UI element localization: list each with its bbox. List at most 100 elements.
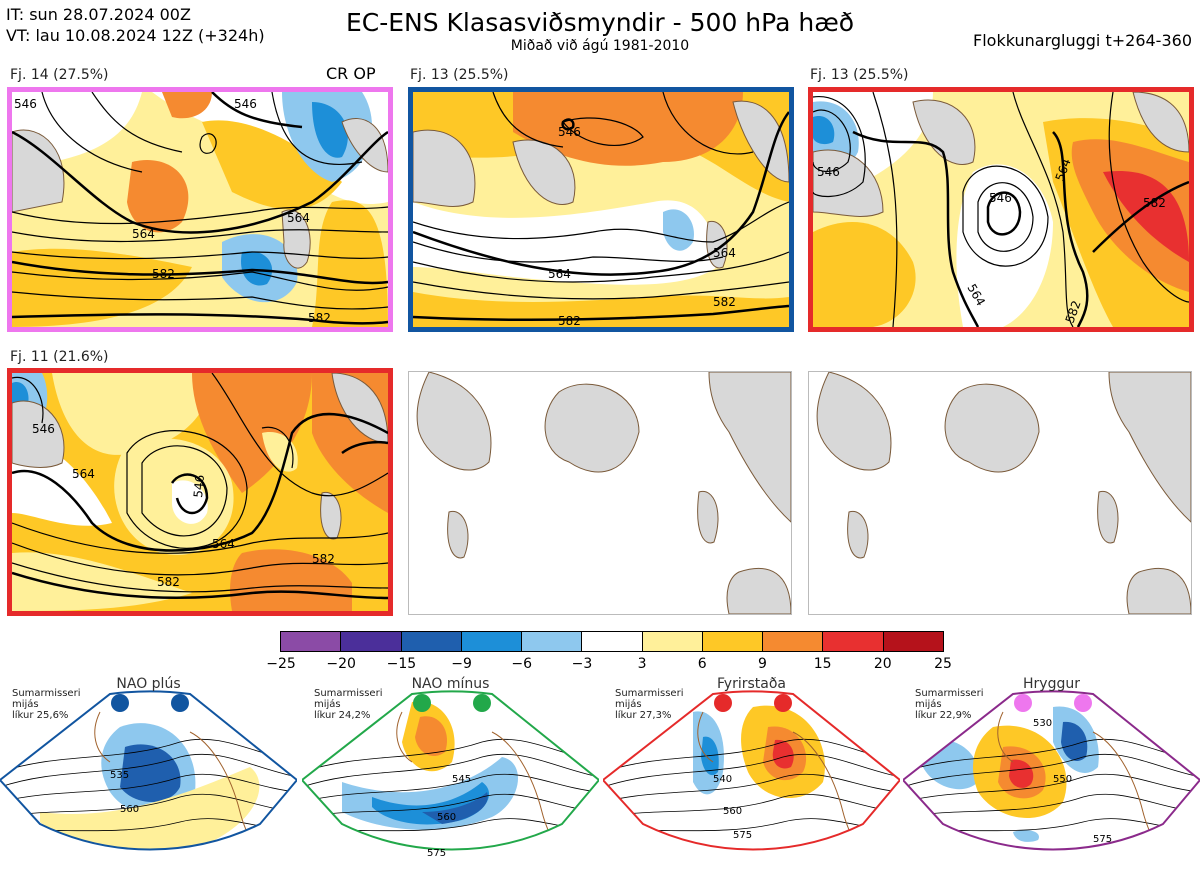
pattern-map-4: 530 550 575 Sumarmisseri mijás líkur 22,9% H… bbox=[901, 672, 1200, 871]
pattern-contour-label: 575 bbox=[733, 830, 753, 841]
pattern-marker-dot bbox=[111, 694, 129, 712]
pattern-contour-label: 530 bbox=[1033, 718, 1053, 729]
p1-contour-5: 564 bbox=[287, 211, 310, 225]
colorbar-segment bbox=[642, 632, 703, 651]
p2-contour-5: 582 bbox=[713, 295, 736, 309]
pattern-season: Sumarmisseri bbox=[915, 688, 984, 699]
pattern-period: mijás bbox=[12, 699, 39, 710]
cluster-map-4: 546 546 564 564 582 582 bbox=[7, 368, 393, 616]
pattern-info: Sumarmisseri mijás líkur 22,9% bbox=[915, 688, 983, 721]
pattern-info: Sumarmisseri mijás líkur 24,2% bbox=[314, 688, 382, 721]
p2-contour-2: 564 bbox=[548, 267, 571, 281]
pattern-season: Sumarmisseri bbox=[615, 688, 684, 699]
pattern-season: Sumarmisseri bbox=[314, 688, 383, 699]
pattern-contour-label: 560 bbox=[437, 812, 457, 823]
pattern-contour-label: 550 bbox=[1053, 774, 1073, 785]
colorbar-tick-label: −6 bbox=[511, 656, 533, 672]
pattern-title: Hryggur bbox=[1023, 676, 1080, 692]
pattern-info: Sumarmisseri mijás líkur 27,3% bbox=[615, 688, 683, 721]
cluster-map-2: 546 564 582 564 582 bbox=[408, 87, 794, 332]
colorbar-tick-label: 25 bbox=[934, 656, 952, 672]
p1-contour-6: 582 bbox=[308, 311, 331, 325]
colorbar-segment bbox=[281, 632, 342, 651]
panel-1-tag: CR OP bbox=[326, 64, 376, 83]
colorbar-tick-label: 20 bbox=[873, 656, 892, 672]
p1-contour-4: 546 bbox=[14, 97, 37, 111]
pattern-contour-label: 535 bbox=[110, 770, 130, 781]
p3-contour-1: 546 bbox=[817, 165, 840, 179]
pattern-contour-label: 560 bbox=[723, 806, 743, 817]
pattern-marker-dot bbox=[473, 694, 491, 712]
pattern-period: mijás bbox=[314, 699, 341, 710]
colorbar bbox=[280, 631, 944, 652]
p3-contour-4: 582 bbox=[1143, 196, 1166, 210]
pattern-title: NAO plús bbox=[116, 676, 181, 692]
empty-map-6 bbox=[808, 371, 1192, 615]
pattern-title: NAO mínus bbox=[411, 676, 490, 692]
colorbar-tick-label: −25 bbox=[266, 656, 296, 672]
p4-contour-1: 546 bbox=[32, 422, 55, 436]
p2-contour-4: 564 bbox=[713, 246, 736, 260]
pattern-map-2: 545 560 575 Sumarmisseri mijás líkur 24,2% N… bbox=[300, 672, 601, 871]
pattern-contour-label: 540 bbox=[713, 774, 733, 785]
colorbar-segment bbox=[883, 632, 943, 651]
panel-2-label: Fj. 13 (25.5%) bbox=[410, 67, 509, 83]
p4-contour-6: 582 bbox=[157, 575, 180, 589]
colorbar-tick-label: −20 bbox=[326, 656, 356, 672]
colorbar-tick-label: 15 bbox=[813, 656, 832, 672]
pattern-prob: líkur 22,9% bbox=[915, 710, 972, 721]
pattern-contour-label: 575 bbox=[1093, 834, 1113, 845]
colorbar-segment bbox=[341, 632, 402, 651]
classification-window: Flokkunargluggi t+264-360 bbox=[973, 31, 1192, 50]
issue-time: IT: sun 28.07.2024 00Z bbox=[6, 5, 191, 24]
issue-time-block: IT: sun 28.07.2024 00Z VT: lau 10.08.202… bbox=[6, 4, 265, 46]
cluster-map-3: 546 546 564 582 564 582 bbox=[808, 87, 1194, 332]
pattern-marker-dot bbox=[1074, 694, 1092, 712]
pattern-prob: líkur 24,2% bbox=[314, 710, 371, 721]
p1-contour-3: 582 bbox=[152, 267, 175, 281]
valid-time: VT: lau 10.08.2024 12Z (+324h) bbox=[6, 26, 265, 45]
colorbar-segment bbox=[522, 632, 583, 651]
pattern-period: mijás bbox=[915, 699, 942, 710]
page-subtitle: Miðað við ágú 1981-2010 bbox=[510, 38, 690, 54]
panel-4-label: Fj. 11 (21.6%) bbox=[10, 349, 109, 365]
colorbar-segment bbox=[823, 632, 884, 651]
p4-contour-5: 582 bbox=[312, 552, 335, 566]
pattern-info: Sumarmisseri mijás líkur 25,6% bbox=[12, 688, 80, 721]
pattern-marker-dot bbox=[413, 694, 431, 712]
colorbar-tick-label: −15 bbox=[386, 656, 417, 672]
colorbar-tick-label: 3 bbox=[637, 656, 647, 672]
pattern-season: Sumarmisseri bbox=[12, 688, 81, 699]
p1-contour-2: 564 bbox=[132, 227, 155, 241]
cluster-map-1: 546 564 582 546 564 582 bbox=[7, 87, 393, 332]
page-title: EC-ENS Klasasviðsmyndir - 500 hPa hæð bbox=[345, 8, 855, 37]
pattern-map-1: 535 560 Sumarmisseri mijás líkur 25,6% NAO … bbox=[0, 672, 299, 871]
p1-contour-1: 546 bbox=[234, 97, 257, 111]
pattern-marker-dot bbox=[171, 694, 189, 712]
pattern-contour-label: 575 bbox=[427, 848, 447, 859]
pattern-contour-label: 545 bbox=[452, 774, 472, 785]
pattern-prob: líkur 25,6% bbox=[12, 710, 69, 721]
p2-contour-3: 582 bbox=[558, 314, 581, 327]
pattern-map-3: 540 560 575 Sumarmisseri mijás líkur 27,3% F… bbox=[601, 672, 902, 871]
p2-contour-1: 546 bbox=[558, 125, 581, 139]
colorbar-tick-label: −9 bbox=[451, 656, 472, 672]
pattern-title: Fyrirstaða bbox=[717, 676, 786, 692]
colorbar-tick-label: −3 bbox=[571, 656, 593, 672]
colorbar-segment bbox=[763, 632, 824, 651]
pattern-marker-dot bbox=[714, 694, 732, 712]
colorbar-tick-label: 9 bbox=[757, 656, 767, 672]
colorbar-segment bbox=[461, 632, 523, 651]
pattern-prob: líkur 27,3% bbox=[615, 710, 672, 721]
colorbar-segment bbox=[702, 632, 764, 651]
colorbar-tick-label: 6 bbox=[697, 656, 707, 672]
pattern-marker-dot bbox=[774, 694, 792, 712]
colorbar-segment bbox=[582, 632, 643, 651]
p4-contour-3: 564 bbox=[72, 467, 95, 481]
pattern-period: mijás bbox=[615, 699, 642, 710]
panel-3-label: Fj. 13 (25.5%) bbox=[810, 67, 909, 83]
p4-contour-4: 564 bbox=[212, 537, 235, 551]
empty-map-5 bbox=[408, 371, 792, 615]
panel-1-label: Fj. 14 (27.5%) bbox=[10, 67, 109, 83]
p3-contour-2: 546 bbox=[989, 191, 1012, 205]
